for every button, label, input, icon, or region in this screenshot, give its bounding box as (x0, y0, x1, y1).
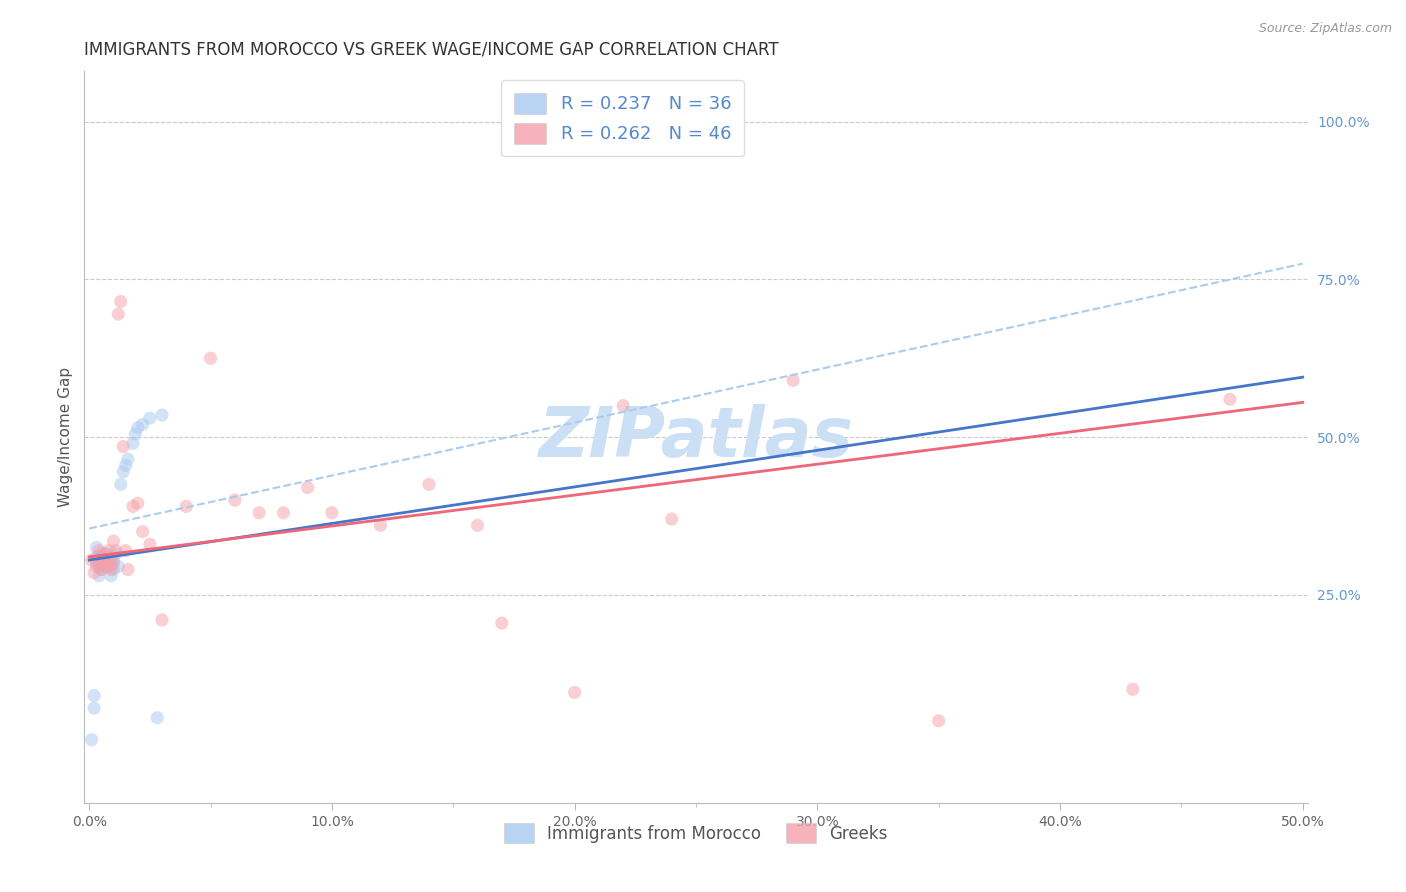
Point (97, 556, 120, 570)
Point (104, 543, 127, 558)
Point (96, 556, 118, 570)
Point (122, 500, 145, 514)
Point (80, 732, 103, 747)
Point (139, 411, 162, 425)
Point (112, 440, 135, 454)
Point (127, 496, 149, 510)
Point (107, 307, 129, 321)
Point (110, 477, 132, 491)
Point (100, 559, 122, 574)
Point (96, 556, 118, 570)
Point (661, 512, 683, 526)
Point (90, 556, 112, 570)
Point (86, 541, 108, 555)
Point (467, 518, 489, 533)
Point (90, 562, 112, 576)
Text: Source: ZipAtlas.com: Source: ZipAtlas.com (1258, 22, 1392, 36)
Point (370, 518, 392, 533)
Point (247, 506, 270, 520)
Point (297, 481, 319, 495)
Point (93, 559, 115, 574)
Point (131, 417, 153, 432)
Point (86, 559, 108, 574)
Point (96, 547, 118, 561)
Point (1219, 392, 1241, 407)
Point (273, 506, 295, 520)
Point (321, 506, 343, 520)
Point (114, 458, 136, 473)
Point (90, 553, 112, 567)
Point (150, 613, 173, 627)
Point (93, 549, 115, 564)
Point (224, 493, 246, 508)
Point (200, 351, 222, 366)
Point (87, 549, 110, 564)
Point (564, 685, 586, 699)
Point (86, 549, 108, 564)
Point (110, 294, 132, 309)
Point (100, 562, 122, 576)
Point (100, 569, 122, 583)
Point (97, 543, 120, 558)
Point (97, 549, 120, 564)
Point (112, 465, 135, 479)
Point (103, 534, 125, 549)
Point (103, 562, 125, 576)
Point (124, 426, 146, 441)
Point (96, 559, 118, 574)
Point (97, 559, 120, 574)
Point (90, 562, 112, 576)
Point (122, 436, 145, 450)
Point (104, 547, 127, 561)
Point (103, 553, 125, 567)
Point (146, 711, 169, 725)
Point (80, 553, 103, 567)
Point (100, 553, 122, 567)
Point (117, 562, 139, 576)
Point (612, 399, 634, 413)
Point (418, 477, 440, 491)
Point (139, 537, 162, 551)
Point (103, 556, 125, 570)
Y-axis label: Wage/Income Gap: Wage/Income Gap (58, 367, 73, 508)
Point (87, 543, 110, 558)
Point (86, 556, 108, 570)
Point (86, 553, 108, 567)
Point (83, 689, 105, 703)
Text: ZIPatlas: ZIPatlas (538, 403, 853, 471)
Point (114, 543, 136, 558)
Point (491, 616, 513, 631)
Point (1122, 682, 1144, 697)
Point (107, 559, 129, 574)
Legend: Immigrants from Morocco, Greeks: Immigrants from Morocco, Greeks (498, 817, 894, 849)
Point (117, 452, 139, 467)
Point (174, 500, 197, 514)
Point (93, 547, 115, 561)
Point (83, 566, 105, 580)
Point (93, 559, 115, 574)
Point (928, 714, 950, 728)
Point (90, 549, 112, 564)
Point (131, 524, 153, 539)
Point (127, 420, 149, 434)
Point (87, 559, 110, 574)
Point (83, 701, 105, 715)
Point (90, 547, 112, 561)
Point (87, 569, 110, 583)
Point (150, 408, 173, 422)
Point (782, 373, 804, 387)
Text: IMMIGRANTS FROM MOROCCO VS GREEK WAGE/INCOME GAP CORRELATION CHART: IMMIGRANTS FROM MOROCCO VS GREEK WAGE/IN… (84, 41, 779, 59)
